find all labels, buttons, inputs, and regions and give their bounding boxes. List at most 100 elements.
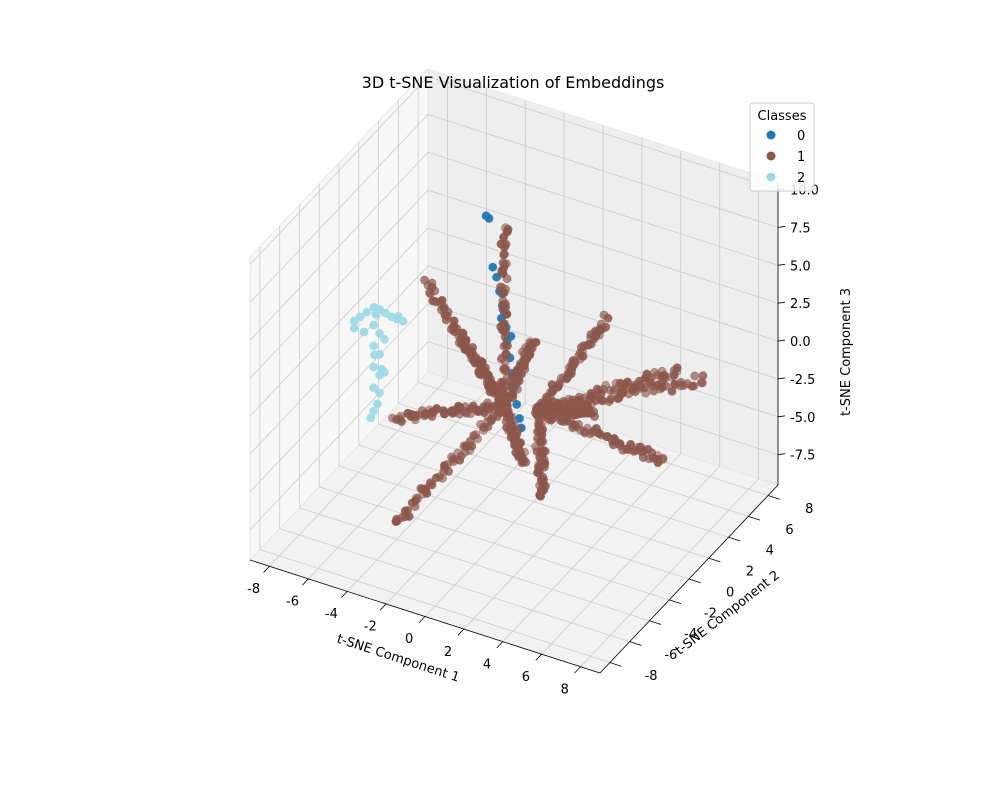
- z-tick-mark: [777, 377, 786, 380]
- grid-z-left-wall: [249, 303, 429, 493]
- point-class-2: [362, 307, 372, 317]
- grid-z-left-wall: [249, 114, 429, 303]
- y-tick-label: 0: [726, 585, 734, 600]
- point-class-1: [661, 381, 671, 391]
- point-class-2: [373, 399, 382, 409]
- z-tick-label: -2.5: [790, 373, 815, 388]
- y-tick-mark: [669, 599, 682, 605]
- legend-title: Classes: [758, 109, 807, 124]
- grid-z-left-wall: [249, 265, 429, 455]
- y-tick-label: 6: [785, 523, 793, 538]
- grid-y-floor: [259, 549, 611, 663]
- point-class-2: [349, 323, 359, 333]
- z-tick-label: -5.0: [790, 411, 815, 426]
- y-tick-label: -2: [704, 606, 717, 621]
- grid-y-floor: [279, 528, 630, 643]
- point-class-0: [484, 213, 494, 223]
- point-class-2: [370, 350, 380, 360]
- point-class-0: [512, 399, 522, 409]
- legend: Classes 0 1 2: [749, 102, 815, 192]
- grid-y-floor: [338, 465, 690, 580]
- x-tick-mark: [302, 578, 309, 586]
- z-tick-mark: [777, 301, 786, 304]
- point-class-1: [501, 349, 511, 359]
- point-class-1: [521, 457, 531, 467]
- z-tick-mark: [777, 453, 786, 456]
- x-tick-mark: [535, 653, 542, 661]
- x-tick-label: 2: [444, 645, 452, 660]
- point-class-1: [392, 516, 402, 526]
- z-tick-label: 0.0: [790, 335, 811, 350]
- z-tick-label: 7.5: [790, 221, 811, 236]
- x-tick-label: 0: [405, 632, 413, 647]
- grid-z-left-wall: [249, 227, 429, 417]
- point-class-1: [469, 431, 479, 441]
- z-tick-mark: [777, 263, 786, 266]
- point-class-1: [599, 310, 609, 320]
- grid-z-right-wall: [427, 76, 779, 191]
- point-class-1: [536, 491, 546, 501]
- y-tick-label: 2: [746, 565, 754, 580]
- x-axis-label: t-SNE Component 1: [335, 632, 461, 686]
- point-class-2: [355, 312, 365, 322]
- x-tick-mark: [340, 591, 348, 598]
- z-tick-mark: [777, 415, 786, 418]
- grid-z-left-wall: [249, 341, 429, 531]
- point-class-1: [616, 389, 626, 399]
- y-tick-label: 4: [766, 544, 774, 559]
- point-class-2: [379, 367, 389, 377]
- y-tick-mark: [708, 557, 721, 563]
- point-class-1: [590, 412, 600, 421]
- point-class-2: [369, 362, 379, 372]
- point-class-1: [640, 383, 650, 392]
- tick-labels: -8-6-4-202468-8-6-4-202468-7.5-5.0-2.50.…: [247, 184, 819, 698]
- x-tick-mark: [418, 616, 426, 624]
- y-tick-mark: [629, 641, 642, 646]
- point-class-1: [583, 402, 593, 412]
- z-tick-mark: [777, 226, 786, 228]
- grid-z-right-wall: [427, 227, 779, 342]
- y-tick-mark: [688, 578, 701, 584]
- x-tick-label: -6: [286, 595, 299, 610]
- x-tick-mark: [496, 641, 504, 649]
- point-class-1: [697, 378, 707, 388]
- point-class-1: [463, 345, 473, 354]
- y-tick-mark: [748, 515, 761, 521]
- z-axis-label: t-SNE Component 3: [839, 288, 854, 416]
- grid-z-right-wall: [427, 114, 779, 228]
- legend-label-0: 0: [797, 129, 805, 144]
- point-class-1: [503, 224, 513, 234]
- grid-y-floor: [299, 507, 650, 622]
- point-class-1: [479, 425, 488, 435]
- x-tick-label: -8: [247, 582, 260, 597]
- point-class-1: [434, 472, 444, 482]
- y-tick-label: -4: [684, 627, 697, 642]
- grid-z-left-wall: [249, 76, 429, 265]
- grid-z-left-wall: [249, 152, 429, 341]
- legend-marker-0: [766, 130, 776, 140]
- x-tick-mark: [379, 603, 387, 611]
- grid-y-floor: [358, 444, 709, 559]
- y-axis-label: t-SNE Component 2: [673, 568, 783, 659]
- x-tick-label: 8: [561, 682, 569, 697]
- point-class-1: [448, 457, 458, 467]
- point-class-2: [393, 311, 403, 321]
- y-tick-label: 8: [805, 502, 813, 517]
- grid-y-floor: [378, 423, 729, 538]
- point-class-2: [369, 320, 379, 330]
- point-class-1: [456, 337, 466, 347]
- point-class-1: [403, 408, 413, 418]
- point-class-1: [439, 409, 449, 419]
- point-class-1: [538, 437, 548, 447]
- point-class-1: [500, 259, 510, 269]
- y-tick-mark: [649, 620, 662, 625]
- legend-marker-2: [766, 172, 776, 182]
- y-tick-mark: [767, 495, 780, 500]
- z-tick-label: 5.0: [790, 259, 811, 274]
- legend-frame: [749, 102, 815, 192]
- point-class-1: [503, 341, 512, 351]
- point-class-2: [366, 413, 376, 423]
- y-tick-label: -8: [645, 669, 658, 684]
- x-tick-label: -2: [364, 620, 377, 635]
